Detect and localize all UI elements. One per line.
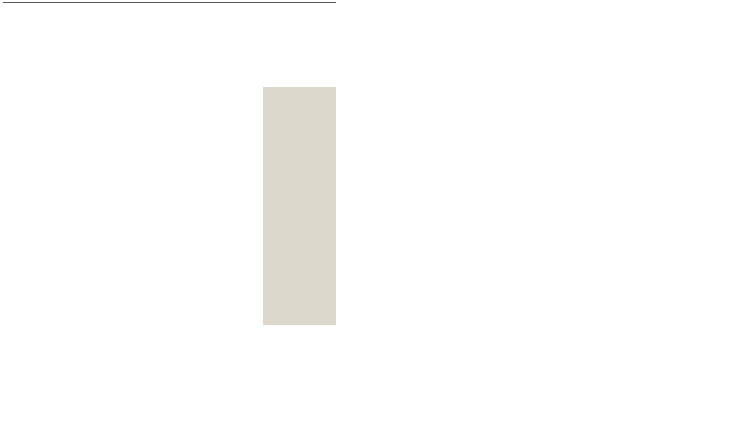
top-rule bbox=[3, 2, 336, 3]
age-gap-table-panel bbox=[0, 0, 345, 431]
gap-column-shading bbox=[263, 87, 336, 325]
